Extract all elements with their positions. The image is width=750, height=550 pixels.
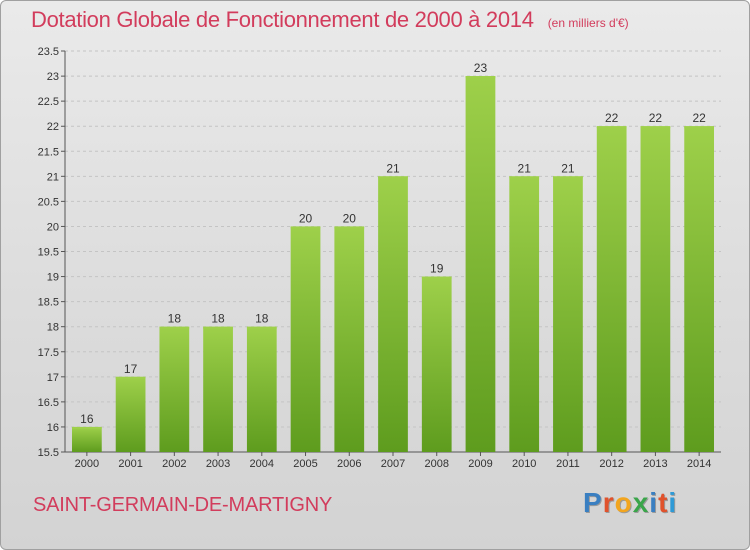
y-tick-label: 21.5 — [38, 146, 59, 158]
value-label: 21 — [561, 161, 575, 175]
bar-top-highlight — [640, 126, 671, 129]
value-label: 18 — [168, 312, 182, 326]
value-label: 21 — [518, 161, 532, 175]
y-tick-label: 18 — [47, 322, 59, 334]
bar-top-highlight — [684, 126, 715, 129]
x-tick-label: 2004 — [250, 458, 274, 470]
y-tick-label: 17.5 — [38, 347, 59, 359]
bar-2010 — [509, 176, 540, 452]
x-tick-label: 2009 — [468, 458, 492, 470]
bar-2001 — [115, 376, 146, 452]
bar-2014 — [684, 126, 715, 452]
proxiti-logo[interactable]: Proxiti — [583, 487, 677, 519]
bar-2002 — [159, 326, 190, 452]
x-tick-label: 2000 — [75, 458, 99, 470]
logo-letter: i — [668, 487, 678, 518]
bar-2005 — [290, 226, 321, 452]
logo-letter: t — [658, 487, 669, 518]
y-tick-label: 19.5 — [38, 247, 59, 259]
bar-top-highlight — [334, 226, 365, 229]
bar-top-highlight — [71, 426, 102, 429]
bar-top-highlight — [553, 176, 583, 179]
x-tick-label: 2006 — [337, 458, 361, 470]
chart-title: Dotation Globale de Fonctionnement de 20… — [31, 7, 534, 32]
bar-2000 — [71, 426, 102, 452]
y-tick-label: 18.5 — [38, 297, 59, 309]
commune-name: SAINT-GERMAIN-DE-MARTIGNY — [33, 494, 333, 516]
value-labels: 16 17 18 18 18 20 20 21 19 23 21 21 22 22 22 — [80, 61, 706, 426]
y-tick-label: 22.5 — [38, 96, 59, 108]
y-tick-label: 23 — [47, 71, 59, 83]
bar-top-highlight — [378, 176, 408, 179]
x-tick-label: 2013 — [643, 458, 667, 470]
bar-2003 — [203, 326, 233, 452]
logo-letter: o — [614, 487, 633, 518]
bar-top-highlight — [509, 176, 540, 179]
x-tick-label: 2012 — [599, 458, 623, 470]
bar-top-highlight — [246, 326, 277, 329]
bar-2008 — [421, 276, 452, 452]
value-label: 21 — [386, 161, 400, 175]
bar-2011 — [553, 176, 583, 452]
bar-top-highlight — [115, 376, 146, 379]
x-tick-label: 2002 — [162, 458, 186, 470]
value-label: 20 — [343, 211, 357, 225]
bar-2004 — [246, 326, 277, 452]
y-tick-label: 22 — [47, 121, 59, 133]
y-tick-label: 20 — [47, 221, 59, 233]
value-label: 18 — [211, 312, 225, 326]
y-tick-label: 20.5 — [38, 196, 59, 208]
bar-2013 — [640, 126, 671, 452]
bar-2006 — [334, 226, 365, 452]
logo-letter: r — [602, 487, 615, 518]
logo-letter: i — [649, 487, 659, 518]
y-tick-label: 19 — [47, 272, 59, 284]
x-tick-label: 2003 — [206, 458, 230, 470]
x-tick-labels: 2000 2001 2002 2003 2004 2005 2006 2007 2008 2009… — [75, 458, 712, 470]
x-tick-label: 2007 — [381, 458, 405, 470]
bar-top-highlight — [203, 326, 233, 329]
y-tick-labels: 15.5 16 16.5 17 17.5 18 18.5 19 19.5 20 20.5 21 21.5… — [38, 46, 59, 459]
x-tick-label: 2010 — [512, 458, 536, 470]
bars — [71, 76, 715, 452]
bar-top-highlight — [159, 326, 190, 329]
value-label: 23 — [474, 61, 488, 75]
value-label: 20 — [299, 211, 313, 225]
y-tick-label: 16 — [47, 422, 59, 434]
logo-letter: P — [583, 487, 603, 518]
y-tick-label: 17 — [47, 372, 59, 384]
y-tick-label: 15.5 — [38, 447, 59, 459]
value-label: 16 — [80, 412, 94, 426]
x-tick-label: 2005 — [293, 458, 317, 470]
x-tick-label: 2001 — [118, 458, 142, 470]
bar-2009 — [465, 76, 496, 452]
chart-subtitle: (en milliers d'€) — [547, 16, 629, 30]
value-label: 17 — [124, 362, 138, 376]
value-label: 22 — [649, 111, 663, 125]
bar-top-highlight — [421, 276, 452, 279]
x-tick-label: 2011 — [556, 458, 580, 470]
bar-top-highlight — [290, 226, 321, 229]
bar-top-highlight — [465, 76, 496, 79]
value-label: 22 — [692, 111, 706, 125]
value-label: 19 — [430, 262, 444, 276]
bar-2012 — [596, 126, 627, 452]
chart-title-row: Dotation Globale de Fonctionnement de 20… — [31, 7, 629, 33]
value-label: 22 — [605, 111, 619, 125]
bar-top-highlight — [596, 126, 627, 129]
y-tick-label: 16.5 — [38, 397, 59, 409]
x-tick-label: 2014 — [687, 458, 711, 470]
bar-2007 — [378, 176, 408, 452]
logo-letter: x — [632, 487, 650, 518]
x-tick-label: 2008 — [424, 458, 448, 470]
y-tick-label: 23.5 — [38, 46, 59, 58]
value-label: 18 — [255, 312, 269, 326]
y-tick-label: 21 — [47, 171, 59, 183]
